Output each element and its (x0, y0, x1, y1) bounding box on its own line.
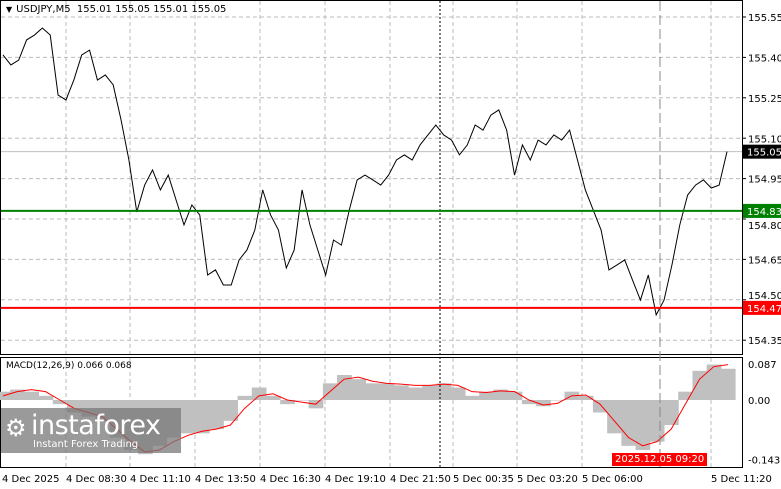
macd-histogram-bar (408, 387, 423, 400)
macd-histogram-bar (479, 391, 494, 400)
level-tag (743, 300, 781, 315)
macd-histogram-bar (678, 391, 693, 400)
macd-histogram-bar (607, 400, 622, 434)
symbol-label: USDJPY,M5 (16, 4, 71, 15)
macd-histogram-bar (24, 391, 40, 400)
time-tick-label: 4 Dec 19:10 (325, 474, 386, 485)
macd-histogram-bar (280, 400, 295, 405)
level-tag (743, 203, 781, 218)
instaforex-logo: ⚙ instaforex Instant Forex Trading (1, 408, 181, 453)
macd-histogram-bar (649, 400, 665, 442)
macd-histogram-bar (0, 391, 11, 400)
time-tick-label: 5 Dec 03:20 (517, 474, 578, 485)
time-tick-label: 4 Dec 08:30 (66, 474, 127, 485)
price-pane (0, 0, 743, 355)
macd-label: MACD(12,26,9) 0.066 0.068 (6, 361, 132, 371)
price-line (2, 27, 728, 317)
macd-histogram-bar (450, 387, 466, 400)
macd-tick-label: 0.00 (748, 396, 770, 407)
macd-tick-label: -0.143 (748, 456, 780, 467)
macd-histogram-bar (265, 395, 281, 400)
crosshair-time-label: 2025.12.05 09:20 (612, 453, 708, 466)
macd-histogram-bar (692, 370, 708, 400)
macd-histogram-bar (550, 400, 566, 401)
macd-histogram-bar (521, 400, 537, 405)
time-tick-label: 5 Dec 06:00 (582, 474, 643, 485)
macd-histogram-bar (706, 364, 722, 400)
macd-histogram-bar (365, 383, 381, 400)
macd-histogram-bar (465, 395, 480, 400)
time-tick-label: 4 Dec 21:50 (390, 474, 451, 485)
time-tick-label: 4 Dec 2025 (2, 474, 60, 485)
macd-histogram-bar (223, 400, 239, 421)
price-tick-label: 155.40 (748, 53, 781, 64)
macd-pane (0, 357, 743, 468)
time-tick-label: 4 Dec 13:50 (195, 474, 256, 485)
level-label: 154.47 (747, 304, 781, 315)
price-tick-label: 155.25 (748, 94, 781, 105)
macd-histogram-bar (422, 385, 438, 400)
current-price-tag (743, 144, 781, 159)
macd-histogram-bar (536, 400, 551, 407)
macd-histogram-bar (209, 400, 224, 430)
current-price-label: 155.05 (747, 148, 781, 159)
macd-histogram-bar (578, 395, 594, 400)
time-tick-label: 5 Dec 11:20 (711, 474, 772, 485)
macd-histogram-bar (10, 389, 25, 400)
macd-histogram-bar (635, 400, 651, 450)
time-tick-label: 5 Dec 00:35 (453, 474, 514, 485)
macd-histogram-bar (507, 391, 523, 400)
time-tick-label: 4 Dec 16:30 (260, 474, 321, 485)
macd-histogram-bar (436, 383, 452, 400)
macd-histogram-bar (720, 368, 736, 400)
dropdown-triangle-icon[interactable]: ▼ (6, 5, 13, 14)
macd-histogram-bar (294, 400, 310, 401)
price-tick-label: 154.50 (748, 291, 781, 302)
macd-histogram-bar (194, 400, 210, 434)
price-tick-label: 155.55 (748, 13, 781, 24)
macd-histogram-bar (493, 389, 509, 400)
price-tick-label: 154.95 (748, 175, 781, 186)
time-tick-label: 4 Dec 11:10 (130, 474, 191, 485)
price-tick-label: 155.10 (748, 135, 781, 146)
price-tick-label: 154.65 (748, 255, 781, 266)
macd-histogram-bar (38, 395, 54, 400)
price-tick-label: 154.80 (748, 221, 781, 232)
macd-histogram-bar (337, 375, 352, 400)
macd-histogram-bar (237, 395, 253, 400)
ohlc-values: 155.01 155.05 155.01 155.05 (76, 4, 227, 15)
chart-title: ▼ USDJPY,M5 155.01 155.05 155.01 155.05 (6, 4, 226, 15)
macd-histogram-bar (664, 400, 679, 425)
macd-histogram-bar (393, 385, 409, 400)
macd-histogram-bar (251, 387, 267, 400)
macd-tick-label: 0.087 (748, 360, 777, 371)
macd-histogram-bar (379, 383, 395, 400)
level-label: 154.83 (747, 207, 781, 218)
macd-histogram-bar (52, 400, 68, 405)
gear-icon: ⚙ (5, 414, 27, 442)
macd-histogram-bar (621, 400, 637, 446)
macd-histogram-bar (180, 400, 196, 434)
price-tick-label: 154.35 (748, 336, 781, 347)
macd-histogram-bar (351, 379, 366, 400)
